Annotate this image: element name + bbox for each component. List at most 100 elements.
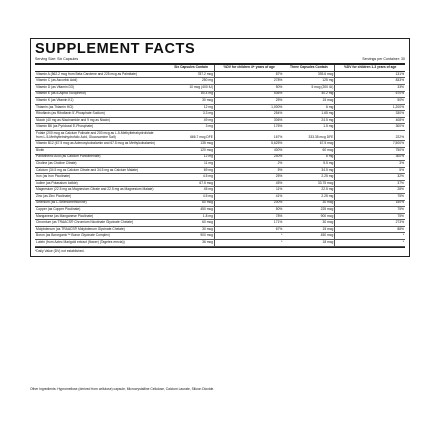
- nutrient-value: 40.2 mg: [283, 91, 335, 99]
- nutrient-value: 4.5 mg: [168, 173, 215, 181]
- nutrient-value: 1.8 mg: [168, 213, 215, 221]
- nutrient-row: Riboflavin (as Riboflavin 5'-Phosphate S…: [35, 110, 405, 118]
- column-header: %DV for children 1-3 years of age: [334, 65, 405, 72]
- nutrient-row: Biotin 120 mcg 400% 60 mcg 750%: [35, 147, 405, 155]
- nutrient-name: Chromium (as TRAACS® Chromium Nicotinate…: [35, 219, 169, 227]
- nutrient-value: 5%: [334, 167, 405, 175]
- nutrient-name: Iodine (as Potassium Iodide): [35, 180, 169, 188]
- nutrient-value: 135 mcg: [168, 140, 215, 148]
- nutrient-name: Folate (200 mcg as Calcium Folinate and …: [35, 130, 169, 142]
- column-header: %DV for children 4+ years of age: [213, 65, 284, 72]
- footnote: *Daily Value (DV) not established.: [35, 246, 405, 253]
- nutrient-value: 125 mg: [283, 77, 335, 85]
- nutrient-value: 10 mcg (400 IU): [168, 84, 215, 92]
- nutrient-row: Manganese (as Manganese Picolinate) 1.8 m…: [35, 213, 405, 221]
- nutrient-value: 41%: [213, 193, 284, 201]
- nutrient-value: 34.5 mg: [283, 167, 335, 175]
- nutrient-name: Lutein (from Aztec Marigold extract (flo…: [35, 239, 169, 247]
- nutrient-value: 300%: [334, 123, 405, 131]
- nutrient-value: 25%: [213, 97, 284, 105]
- nutrient-value: 408%: [334, 117, 405, 125]
- nutrient-row: Pantothenic Acid (as Calcium Pantothenat…: [35, 154, 405, 162]
- nutrient-value: 300%: [334, 154, 405, 162]
- column-header: Three Capsules Contain: [283, 65, 335, 72]
- nutrient-value: 278%: [213, 77, 284, 85]
- nutrient-value: 833%: [334, 77, 405, 85]
- nutrient-value: 225 mcg: [283, 206, 335, 214]
- nutrient-value: 36 mcg: [168, 239, 215, 247]
- nutrient-value: 12 mg: [168, 104, 215, 112]
- nutrient-name: Selenium (as L-Selenomethionine): [35, 200, 169, 208]
- nutrient-name: Riboflavin (as Riboflavin 5'-Phosphate S…: [35, 110, 169, 118]
- serving-size: Serving Size: Six Capsules: [35, 57, 79, 61]
- nutrient-value: 22.5 mg: [283, 186, 335, 194]
- facts-table: Six Capsules Contain %DV for children 4+ …: [35, 65, 405, 247]
- nutrient-value: 87%: [213, 71, 284, 79]
- nutrient-value: 88%: [334, 226, 405, 234]
- nutrient-row: Folate (200 mcg as Calcium Folinate and …: [35, 130, 405, 142]
- nutrient-name: Vitamin D (as Vitamin D3): [35, 84, 169, 92]
- nutrient-value: 5 mcg (200 IU): [283, 84, 335, 92]
- nutrient-value: 7,500%: [334, 140, 405, 148]
- nutrient-value: 75%: [334, 193, 405, 201]
- nutrient-value: 1,000%: [213, 104, 284, 112]
- nutrient-value: 222%: [334, 130, 405, 142]
- nutrient-value: 45%: [213, 180, 284, 188]
- nutrient-value: 80.4 mg: [168, 91, 215, 99]
- nutrient-value: 15 mcg: [283, 97, 335, 105]
- nutrient-row: Vitamin K (as Vitamin K1) 30 mcg 25% 15 mcg…: [35, 97, 405, 105]
- nutrient-value: 5,625%: [213, 140, 284, 148]
- nutrient-name: Vitamin B6 (as Pyridoxal 5'-Phosphate): [35, 123, 169, 131]
- nutrient-value: 15 mcg: [283, 226, 335, 234]
- nutrient-row: Vitamin E (as d-Alpha Tocopherol) 80.4 mg…: [35, 91, 405, 99]
- nutrient-value: 176%: [213, 123, 284, 131]
- nutrient-value: 171%: [213, 219, 284, 227]
- header-row: Six Capsules Contain %DV for children 4+ …: [35, 65, 405, 72]
- nutrient-value: 18 mcg: [283, 239, 335, 247]
- nutrient-name: Boron (as Bororganic™ Boron Glycinate Co…: [35, 232, 169, 241]
- nutrient-value: 2%: [213, 160, 284, 168]
- nutrient-row: Boron (as Bororganic™ Boron Glycinate Co…: [35, 232, 405, 241]
- nutrient-value: 450 mcg: [283, 232, 335, 241]
- nutrient-value: 49 mg: [168, 117, 215, 125]
- nutrient-row: Niacin (40 mg as Niacinamide and 9 mg as…: [35, 117, 405, 125]
- other-ingredients: Other Ingredients: Hypromellose (derived…: [30, 387, 215, 391]
- nutrient-value: 393.6 mcg: [283, 71, 335, 79]
- nutrient-value: *: [334, 239, 405, 247]
- nutrient-value: 30 mcg: [283, 219, 335, 227]
- nutrient-value: 1,200%: [334, 104, 405, 112]
- nutrient-value: 67%: [213, 226, 284, 234]
- nutrient-value: 67.5 mcg: [168, 180, 215, 188]
- nutrient-value: 30 mcg: [283, 200, 335, 208]
- nutrient-name: Vitamin B12 (67.5 mcg as Adenosylcobalam…: [35, 140, 169, 148]
- nutrient-value: 60 mcg: [168, 200, 215, 208]
- nutrient-value: 30 mcg: [168, 97, 215, 105]
- nutrient-value: 900 mcg: [168, 232, 215, 241]
- nutrient-value: 670%: [334, 91, 405, 99]
- nutrient-value: 787.2 mcg: [168, 71, 215, 79]
- nutrient-value: 2.25 mg: [283, 173, 335, 181]
- nutrient-name: Molybdenum (as TRAACS® Molybdenum Glycin…: [35, 226, 169, 234]
- nutrient-value: 5.5 mg: [283, 160, 335, 168]
- facts-panel: SUPPLEMENT FACTS Serving Size: Six Capsu…: [30, 38, 410, 257]
- nutrient-name: Manganese (as Manganese Picolinate): [35, 213, 169, 221]
- blank-header: [35, 65, 169, 72]
- nutrient-row: Iron (as Iron Picolinate) 4.5 mg 25% 2.25 m…: [35, 173, 405, 181]
- nutrient-value: 11%: [213, 186, 284, 194]
- nutrient-value: 69 mg: [168, 167, 215, 175]
- nutrient-value: 78%: [213, 213, 284, 221]
- nutrient-row: Vitamin A (562.2 mcg from Beta Carotene …: [35, 71, 405, 79]
- nutrient-value: 900 mcg: [283, 213, 335, 221]
- nutrient-row: Iodine (as Potassium Iodide) 67.5 mcg 45% 3…: [35, 180, 405, 188]
- nutrient-value: 75%: [334, 213, 405, 221]
- nutrient-value: 6 mg: [283, 154, 335, 162]
- nutrient-value: 28%: [334, 186, 405, 194]
- nutrient-value: *: [213, 239, 284, 247]
- nutrient-name: Biotin: [35, 147, 169, 155]
- nutrient-name: Choline (as Choline Citrate): [35, 160, 169, 168]
- nutrient-value: 3 mg: [168, 123, 215, 131]
- nutrient-row: Vitamin B12 (67.5 mcg as Adenosylcobalam…: [35, 140, 405, 148]
- nutrient-row: Lutein (from Aztec Marigold extract (flo…: [35, 239, 405, 247]
- servings-per-container: Servings per Container: 30: [362, 57, 405, 61]
- nutrient-value: 3%: [334, 160, 405, 168]
